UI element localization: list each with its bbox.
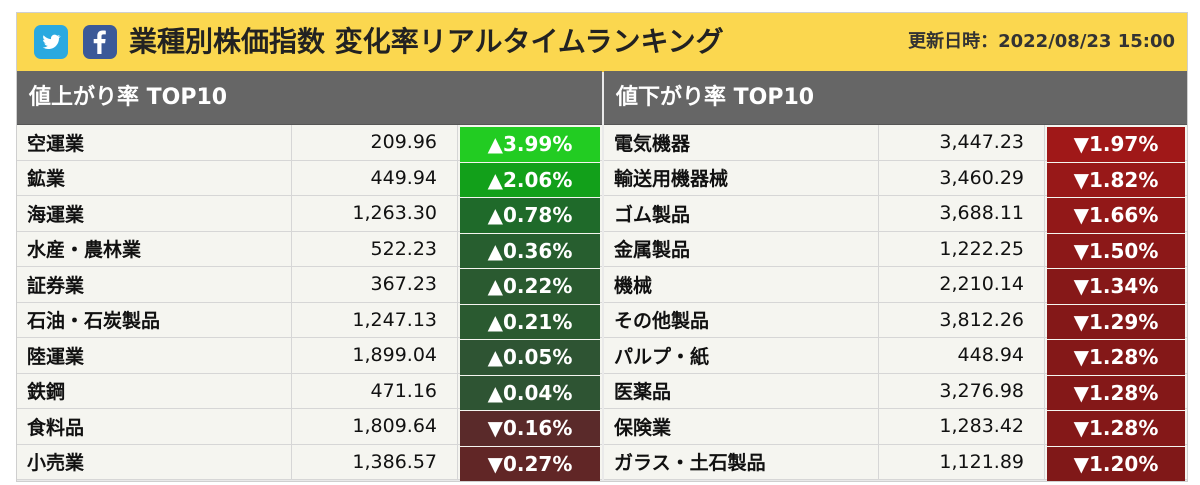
table-row: パルプ・紙 448.94 ▼1.28% [604,338,1187,375]
sector-name: 陸運業 [17,338,292,373]
sector-name: その他製品 [604,302,879,337]
sector-name: 海運業 [17,196,292,231]
change-rate-badge: ▲2.06% [460,162,600,197]
change-rate-badge: ▼1.28% [1047,340,1185,375]
table-row: 海運業 1,263.30 ▲0.78% [17,196,602,233]
change-rate-badge: ▲0.36% [460,233,600,268]
change-rate-badge: ▼1.20% [1047,446,1185,481]
table-row: 保険業 1,283.42 ▼1.28% [604,409,1187,446]
sector-name: 小売業 [17,444,292,479]
change-rate-badge: ▲0.22% [460,269,600,304]
table-row: 石油・石炭製品 1,247.13 ▲0.21% [17,302,602,339]
sector-name: 空運業 [17,125,292,160]
index-value: 1,222.25 [879,231,1045,266]
change-rate-badge: ▲0.05% [460,340,600,375]
index-value: 3,460.29 [879,160,1045,195]
index-value: 1,263.30 [292,196,458,231]
change-rate-badge: ▼1.82% [1047,162,1185,197]
index-value: 449.94 [292,160,458,195]
gainers-panel: 値上がり率 TOP10 空運業 209.96 ▲3.99% 鉱業 449.94 ▲2.06… [17,71,602,481]
table-row: 鉄鋼 471.16 ▲0.04% [17,373,602,410]
index-value: 1,283.42 [879,409,1045,444]
change-rate-badge: ▼1.28% [1047,375,1185,410]
sector-name: パルプ・紙 [604,338,879,373]
change-rate-badge: ▼0.27% [460,446,600,481]
index-value: 1,247.13 [292,302,458,337]
losers-title: 値下がり率 TOP10 [604,71,1187,125]
table-row: ゴム製品 3,688.11 ▼1.66% [604,196,1187,233]
change-rate-badge: ▲0.78% [460,198,600,233]
table-row: 食料品 1,809.64 ▼0.16% [17,409,602,446]
table-row: 鉱業 449.94 ▲2.06% [17,160,602,197]
index-value: 1,899.04 [292,338,458,373]
sector-name: 証券業 [17,267,292,302]
table-row: その他製品 3,812.26 ▼1.29% [604,302,1187,339]
sector-name: 鉄鋼 [17,373,292,408]
header-bar: 業種別株価指数 変化率リアルタイムランキング 更新日時：2022/08/23 1… [17,13,1187,72]
updated-timestamp: 更新日時：2022/08/23 15:00 [908,31,1175,52]
table-row: 機械 2,210.14 ▼1.34% [604,267,1187,304]
index-value: 3,447.23 [879,125,1045,160]
table-row: 陸運業 1,899.04 ▲0.05% [17,338,602,375]
sector-name: ガラス・土石製品 [604,444,879,479]
index-value: 367.23 [292,267,458,302]
change-rate-badge: ▼1.97% [1047,127,1185,162]
index-value: 209.96 [292,125,458,160]
index-value: 1,121.89 [879,444,1045,479]
table-row: 医薬品 3,276.98 ▼1.28% [604,373,1187,410]
change-rate-badge: ▼1.34% [1047,269,1185,304]
twitter-bird-icon [42,34,61,50]
index-value: 1,386.57 [292,444,458,479]
change-rate-badge: ▼1.28% [1047,411,1185,446]
facebook-icon[interactable] [83,25,117,59]
page-title: 業種別株価指数 変化率リアルタイムランキング [129,25,724,58]
change-rate-badge: ▼1.29% [1047,304,1185,339]
gainers-list: 空運業 209.96 ▲3.99% 鉱業 449.94 ▲2.06% 海運業 1,263.30… [17,125,602,481]
change-rate-badge: ▼1.50% [1047,233,1185,268]
table-row: 輸送用機器械 3,460.29 ▼1.82% [604,160,1187,197]
index-value: 3,276.98 [879,373,1045,408]
gainers-title: 値上がり率 TOP10 [17,71,602,125]
table-row: 水産・農林業 522.23 ▲0.36% [17,231,602,268]
facebook-f-icon [93,30,106,54]
index-value: 3,688.11 [879,196,1045,231]
sector-name: 電気機器 [604,125,879,160]
sector-name: ゴム製品 [604,196,879,231]
sector-name: 保険業 [604,409,879,444]
table-row: 小売業 1,386.57 ▼0.27% [17,444,602,481]
table-row: 金属製品 1,222.25 ▼1.50% [604,231,1187,268]
index-value: 3,812.26 [879,302,1045,337]
sector-name: 機械 [604,267,879,302]
index-value: 448.94 [879,338,1045,373]
change-rate-badge: ▼1.66% [1047,198,1185,233]
sector-name: 石油・石炭製品 [17,302,292,337]
twitter-icon[interactable] [34,25,68,59]
losers-panel: 値下がり率 TOP10 電気機器 3,447.23 ▼1.97% 輸送用機器械 3,46… [604,71,1187,481]
change-rate-badge: ▼0.16% [460,411,600,446]
losers-list: 電気機器 3,447.23 ▼1.97% 輸送用機器械 3,460.29 ▼1.82% ゴム… [604,125,1187,481]
table-row: 電気機器 3,447.23 ▼1.97% [604,125,1187,162]
index-value: 522.23 [292,231,458,266]
change-rate-badge: ▲0.21% [460,304,600,339]
table-row: 空運業 209.96 ▲3.99% [17,125,602,162]
sector-name: 医薬品 [604,373,879,408]
change-rate-badge: ▲0.04% [460,375,600,410]
sector-name: 水産・農林業 [17,231,292,266]
index-value: 2,210.14 [879,267,1045,302]
sector-name: 輸送用機器械 [604,160,879,195]
change-rate-badge: ▲3.99% [460,127,600,162]
index-value: 471.16 [292,373,458,408]
sector-name: 食料品 [17,409,292,444]
ranking-widget: 業種別株価指数 変化率リアルタイムランキング 更新日時：2022/08/23 1… [16,12,1188,482]
sector-name: 金属製品 [604,231,879,266]
table-row: 証券業 367.23 ▲0.22% [17,267,602,304]
sector-name: 鉱業 [17,160,292,195]
table-row: ガラス・土石製品 1,121.89 ▼1.20% [604,444,1187,481]
index-value: 1,809.64 [292,409,458,444]
